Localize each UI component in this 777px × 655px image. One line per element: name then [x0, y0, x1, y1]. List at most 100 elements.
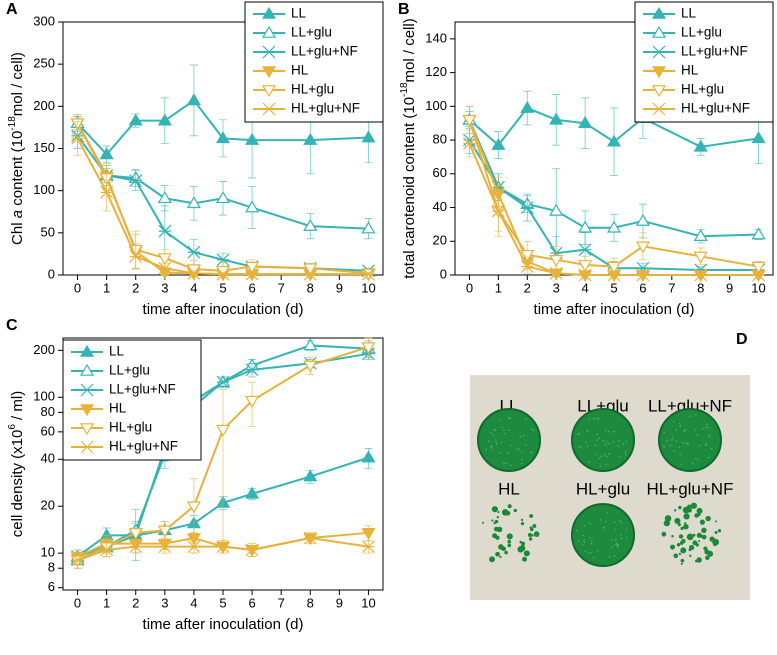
marker: [100, 543, 114, 557]
x-tick-label: 0: [74, 595, 81, 610]
texture: [594, 453, 597, 456]
marker: [303, 218, 318, 231]
texture: [599, 519, 602, 521]
marker: [578, 268, 592, 282]
texture: [521, 451, 523, 454]
texture: [705, 442, 708, 445]
marker: [607, 268, 621, 282]
marker: [303, 531, 317, 545]
texture: [587, 552, 590, 554]
marker: [361, 130, 376, 143]
texture: [493, 434, 495, 437]
marker: [245, 486, 260, 499]
colony: [661, 531, 667, 537]
texture: [613, 544, 616, 546]
marker: [751, 227, 766, 240]
marker: [216, 540, 230, 554]
legend-marker: [651, 25, 667, 38]
marker: [128, 528, 143, 540]
texture: [598, 457, 601, 460]
marker: [606, 134, 622, 147]
texture: [695, 457, 697, 460]
texture: [605, 455, 608, 458]
legend-marker: [80, 383, 94, 397]
y-tick-label: 20: [41, 498, 55, 513]
marker: [186, 93, 201, 106]
x-tick-label: 1: [103, 280, 110, 295]
texture: [604, 443, 607, 446]
marker: [158, 261, 172, 275]
x-tick-label: 3: [161, 595, 168, 610]
texture: [588, 417, 591, 420]
panel-letter: D: [736, 331, 748, 348]
x-tick-label: 10: [361, 595, 375, 610]
x-tick-label: 0: [74, 280, 81, 295]
colony: [673, 509, 677, 512]
plate-growth: [571, 408, 635, 472]
legend-marker: [79, 404, 95, 417]
texture: [582, 534, 585, 537]
texture: [608, 442, 610, 445]
x-tick-label: 1: [103, 595, 110, 610]
marker: [157, 191, 172, 204]
colony: [683, 523, 689, 530]
marker: [578, 260, 593, 273]
marker: [303, 132, 318, 145]
texture: [596, 550, 599, 552]
marker: [215, 131, 231, 144]
texture: [679, 453, 682, 456]
y-tick-label: 40: [41, 451, 55, 466]
texture: [607, 452, 610, 455]
legend-label: LL: [291, 6, 307, 21]
marker: [361, 342, 376, 355]
plate-label: HL: [498, 479, 520, 498]
y-label-part: Chl: [9, 218, 26, 245]
texture: [581, 543, 584, 546]
texture: [707, 456, 710, 459]
legend-label: HL+glu: [291, 82, 334, 97]
marker: [99, 147, 114, 160]
y-label-part: cell density (x10: [9, 430, 26, 538]
colony: [497, 511, 500, 514]
colony: [529, 514, 534, 518]
colony: [531, 534, 534, 537]
legend-label: LL: [109, 344, 125, 359]
texture: [613, 430, 615, 433]
marker: [361, 221, 376, 234]
texture: [586, 445, 589, 447]
marker: [187, 245, 201, 259]
texture: [613, 521, 616, 523]
texture: [500, 441, 503, 444]
x-tick-label: 5: [219, 280, 226, 295]
marker: [245, 363, 259, 377]
texture: [501, 426, 504, 429]
texture: [662, 444, 665, 447]
colony: [680, 558, 685, 563]
colony: [688, 548, 692, 552]
marker: [635, 213, 650, 226]
y-label-part: a: [9, 210, 26, 218]
y-tick-label: 80: [433, 132, 447, 147]
y-tick-label: 140: [425, 30, 447, 45]
x-tick-label: 6: [248, 280, 255, 295]
marker: [187, 540, 201, 554]
texture: [583, 539, 586, 541]
texture: [617, 445, 619, 448]
marker: [520, 100, 535, 113]
y-tick-label: 300: [33, 13, 55, 28]
colony: [692, 533, 696, 537]
legend-label: HL+glu: [109, 420, 152, 435]
texture: [524, 418, 527, 421]
marker: [187, 266, 201, 280]
marker: [462, 115, 477, 128]
texture: [507, 417, 510, 420]
x-tick-label: 2: [524, 280, 531, 295]
colony: [696, 532, 702, 538]
x-tick-label: 9: [726, 280, 733, 295]
marker: [549, 112, 564, 125]
marker: [549, 266, 563, 280]
colony: [680, 526, 684, 530]
y-tick-label: 250: [33, 56, 55, 71]
colony: [701, 534, 707, 540]
colony: [504, 550, 508, 555]
